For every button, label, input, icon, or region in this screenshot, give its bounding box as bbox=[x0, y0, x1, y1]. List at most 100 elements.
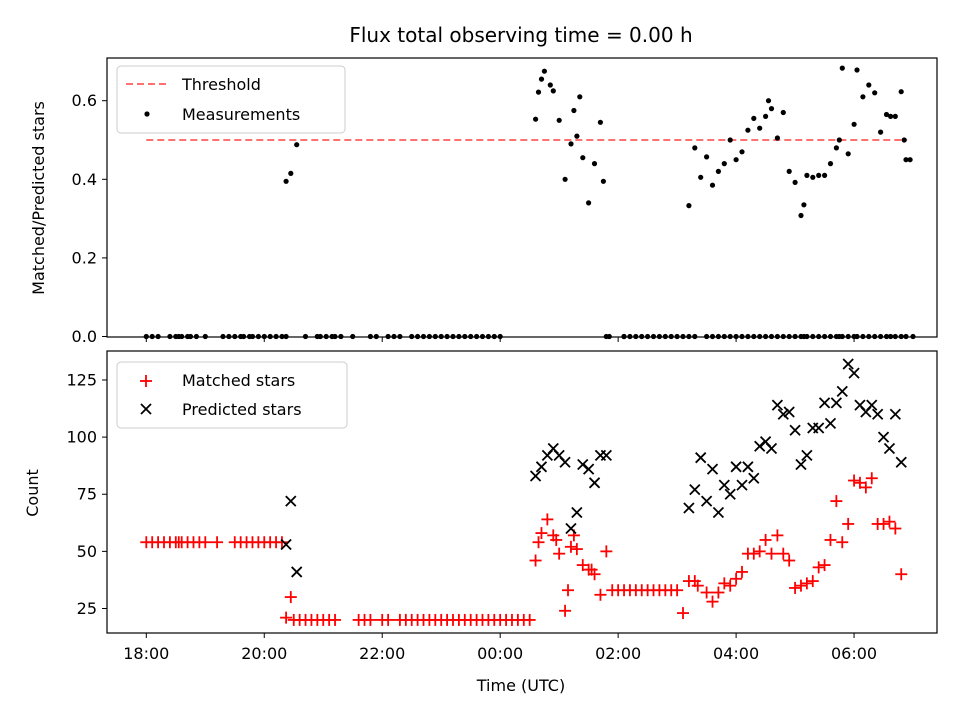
measurements-legend-label: Measurements bbox=[182, 105, 300, 124]
top-y-axis-label: Matched/Predicted stars bbox=[29, 101, 48, 295]
predicted-star-point bbox=[883, 442, 896, 455]
matched-star-point bbox=[718, 577, 731, 590]
matched-star-point bbox=[895, 568, 908, 581]
bottom-x-axis: 18:00 20:00 22:00 00:00 02:00 04:00 06:00 bbox=[123, 633, 877, 663]
matched-star-point bbox=[877, 517, 890, 530]
predicted-star-point bbox=[830, 397, 843, 409]
matched-star-point bbox=[735, 565, 748, 578]
predicted-mark-b bbox=[742, 461, 754, 473]
predicted-star-point bbox=[872, 408, 884, 420]
matched-star-point bbox=[523, 613, 536, 626]
matched-star-point bbox=[771, 529, 784, 542]
x-axis-label: Time (UTC) bbox=[476, 676, 565, 695]
matched-star-point bbox=[550, 533, 563, 546]
matched-star-point bbox=[532, 536, 545, 549]
measurement-point bbox=[733, 157, 739, 163]
measurement-point bbox=[591, 161, 598, 167]
measurement-point bbox=[288, 170, 294, 176]
predicted-mark-b bbox=[801, 449, 813, 462]
measurement-point bbox=[751, 115, 757, 121]
predicted-mark-b bbox=[736, 479, 748, 491]
matched-star-point bbox=[842, 517, 855, 530]
predicted-star-point bbox=[818, 397, 831, 409]
predicted-star-point bbox=[559, 456, 571, 468]
measurement-point bbox=[568, 141, 574, 147]
predicted-star-point bbox=[718, 479, 730, 491]
measurement-point bbox=[786, 168, 792, 174]
measurement-point bbox=[854, 67, 860, 73]
predicted-star-point bbox=[736, 479, 748, 491]
predicted-mark-b bbox=[872, 408, 884, 420]
predicted-mark-b bbox=[830, 397, 843, 409]
measurement-point bbox=[739, 149, 745, 155]
predicted-mark-b bbox=[765, 442, 778, 455]
predicted-star-point bbox=[742, 461, 754, 473]
predicted-mark-b bbox=[754, 440, 766, 452]
predicted-mark-b bbox=[777, 408, 789, 420]
predicted-legend-label: Predicted stars bbox=[182, 400, 302, 419]
predicted-mark-b bbox=[529, 470, 542, 482]
predicted-mark-b bbox=[866, 399, 878, 411]
predicted-star-point bbox=[588, 477, 601, 489]
predicted-legend-swatch bbox=[140, 403, 152, 415]
predicted-mark-b bbox=[683, 502, 695, 514]
predicted-mark-b bbox=[848, 367, 860, 379]
bottom-y-tick-label: 75 bbox=[77, 485, 97, 504]
measurement-point bbox=[571, 107, 577, 114]
x-tick-label: 04:00 bbox=[713, 644, 759, 663]
measurement-point bbox=[765, 98, 772, 104]
predicted-star-point bbox=[583, 463, 595, 475]
measurement-point bbox=[878, 129, 884, 135]
matched-star-point bbox=[535, 527, 548, 540]
matched-star-point bbox=[883, 515, 896, 528]
measurement-point bbox=[810, 174, 816, 180]
measurement-point bbox=[574, 133, 580, 139]
predicted-mark-b bbox=[689, 484, 701, 496]
matched-star-point bbox=[830, 495, 843, 508]
matched-star-point bbox=[564, 540, 577, 553]
top-panel: 0.0 0.2 0.4 0.6 Matched/Predicted stars Thr… bbox=[29, 57, 938, 346]
measurement-point bbox=[860, 94, 866, 100]
bottom-panel: 25 50 75 100 125 18:00 20:00 22:00 00:00 02:00 04… bbox=[23, 350, 938, 695]
predicted-star-point bbox=[600, 449, 612, 462]
x-tick-label: 02:00 bbox=[595, 644, 641, 663]
measurement-point bbox=[780, 109, 786, 116]
bottom-y-axis-label: Count bbox=[23, 469, 42, 517]
predicted-mark-b bbox=[718, 479, 730, 491]
matched-star-point bbox=[730, 572, 743, 585]
measurement-point bbox=[798, 212, 804, 219]
measurement-point bbox=[715, 168, 722, 174]
matched-star-point bbox=[765, 547, 778, 560]
matched-star-point bbox=[753, 545, 766, 558]
x-tick-label: 22:00 bbox=[359, 644, 405, 663]
x-tick-label: 20:00 bbox=[241, 644, 287, 663]
measurement-point bbox=[580, 155, 586, 161]
predicted-star-point bbox=[771, 399, 784, 411]
measurement-point bbox=[538, 76, 545, 82]
predicted-mark-b bbox=[712, 506, 725, 519]
matched-star-point bbox=[570, 543, 583, 556]
matched-star-point bbox=[280, 611, 293, 624]
predicted-star-point bbox=[842, 358, 854, 370]
measurement-point bbox=[883, 111, 890, 118]
top-plot-area bbox=[143, 65, 916, 340]
measurement-point bbox=[804, 172, 810, 178]
matched-star-point bbox=[783, 554, 796, 567]
predicted-star-point bbox=[895, 456, 907, 468]
threshold-legend-label: Threshold bbox=[181, 75, 261, 94]
predicted-mark-b bbox=[565, 522, 577, 535]
top-y-tick-label: 0.4 bbox=[72, 170, 97, 189]
matched-star-point bbox=[562, 584, 575, 597]
matched-star-point bbox=[848, 474, 861, 487]
matched-star-point bbox=[284, 591, 297, 604]
measurement-point bbox=[833, 145, 840, 151]
bottom-y-tick-label: 50 bbox=[77, 542, 97, 561]
predicted-mark-b bbox=[577, 458, 589, 471]
predicted-mark-b bbox=[600, 449, 612, 462]
predicted-mark-b bbox=[759, 436, 772, 448]
matched-star-point bbox=[824, 533, 837, 546]
predicted-mark-b bbox=[771, 399, 784, 411]
predicted-star-point bbox=[565, 522, 577, 535]
top-x-axis bbox=[145, 337, 855, 342]
